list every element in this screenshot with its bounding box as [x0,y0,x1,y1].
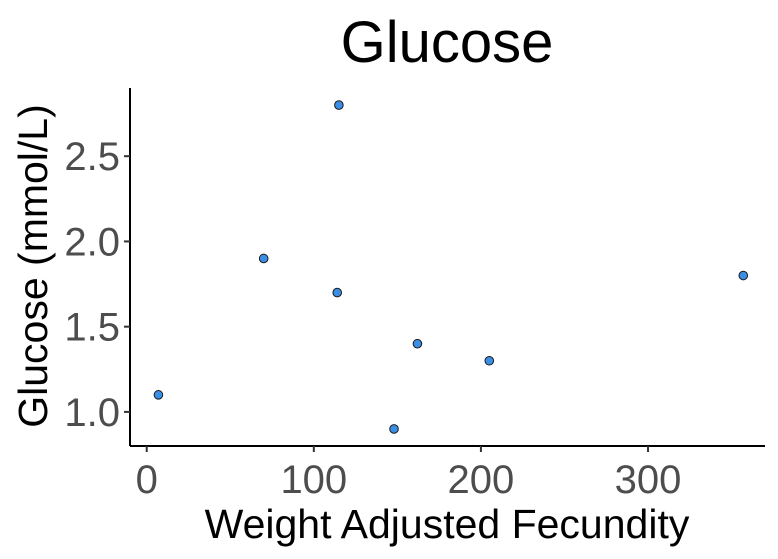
x-tick-label: 100 [280,458,347,502]
data-point [153,390,164,400]
data-point [484,355,495,366]
y-tick-label: 1.0 [64,391,120,435]
x-tick-label: 0 [136,458,158,502]
data-point [258,253,269,264]
x-tick-label: 200 [448,458,515,502]
y-tick-label: 2.0 [64,220,120,264]
data-point [738,270,749,281]
data-points [153,100,749,434]
y-tick-label: 2.5 [64,135,120,179]
x-axis-label: Weight Adjusted Fecundity [205,501,690,547]
x-tick-label: 300 [615,458,682,502]
y-ticks: 1.0 1.5 2.0 2.5 [64,135,130,435]
data-point [389,424,399,434]
y-axis-label: Glucose (mmol/L) [10,104,56,428]
plot-area: 0 100 200 300 1.0 1.5 2.0 2.5 [64,88,765,502]
y-tick-label: 1.5 [64,306,120,350]
data-point [332,287,343,298]
data-point [412,338,423,349]
chart-title: Glucose [341,10,554,75]
data-point [334,100,344,110]
x-ticks: 0 100 200 300 [136,446,682,502]
